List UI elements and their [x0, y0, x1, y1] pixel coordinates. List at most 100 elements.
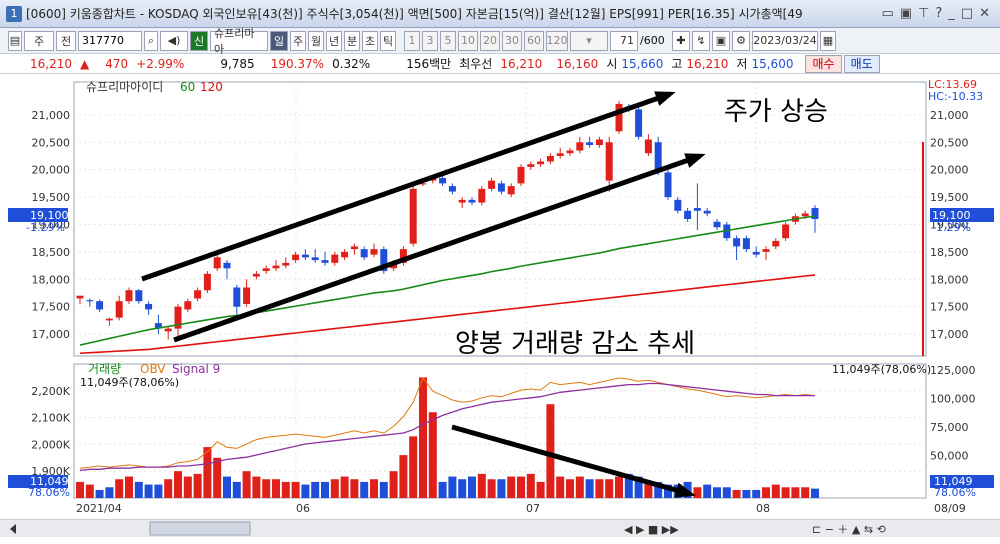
signal-line	[79, 382, 815, 472]
all-button[interactable]: 전	[56, 30, 76, 51]
y-tick-right: 20,000	[930, 164, 969, 177]
volume-bar	[654, 481, 663, 498]
price-change-pct: +2.99%	[136, 56, 185, 71]
obv-line	[79, 376, 816, 469]
candle	[733, 238, 741, 247]
stock-code-input[interactable]: 317770	[78, 30, 142, 51]
volume-bar	[272, 479, 280, 498]
price-change: 470	[105, 56, 129, 71]
candle	[811, 208, 819, 219]
chart-area[interactable]: 17,000 17,000 17,500 17,500 18,000 18,000 18,5…	[0, 74, 1000, 544]
restore-icon[interactable]: ▣	[899, 6, 913, 21]
calendar-icon[interactable]: ▦	[820, 30, 836, 51]
volume-bar	[144, 484, 153, 498]
pin-icon[interactable]: ⊤	[918, 6, 930, 21]
scroll-thumb[interactable]	[149, 521, 251, 536]
volume-bar	[713, 487, 721, 498]
total-count: /600	[640, 34, 665, 47]
volume-bar	[115, 479, 124, 498]
candle	[184, 301, 192, 310]
save-icon[interactable]: ▣	[712, 30, 730, 51]
price-volume-chart[interactable]: 17,000 17,000 17,500 17,500 18,000 18,000 18,5…	[0, 74, 1000, 519]
volume-bar	[232, 481, 241, 498]
horizontal-scrollbar[interactable]: ◀ ▶ ■ ▶▶ ⊏ − ＋ ▲ ⇆ ⟲	[0, 519, 1000, 537]
buy-button[interactable]: 매수	[805, 54, 842, 73]
candle	[105, 318, 113, 321]
volume-bar	[644, 481, 653, 498]
tab-month[interactable]: 월	[308, 30, 324, 51]
display-count-input[interactable]: 71	[610, 30, 638, 51]
ask-price: 16,210	[500, 56, 543, 71]
candle	[654, 142, 662, 173]
settings-icon[interactable]: ⚙	[732, 30, 750, 51]
candle	[243, 287, 251, 304]
annotation-volume-down: 양봉 거래량 감소 추세	[455, 329, 695, 359]
y-tick-right: 17,000	[930, 328, 969, 341]
mode-select[interactable]: 주	[24, 30, 54, 51]
volume-bar	[301, 484, 310, 498]
lc-label: LC:13.69	[928, 78, 977, 91]
minimize-icon[interactable]: ▭	[881, 6, 894, 21]
y-tick-right: 18,500	[930, 246, 969, 259]
sell-button[interactable]: 매도	[843, 54, 880, 73]
volume-pane	[73, 363, 927, 499]
candle	[76, 295, 84, 299]
tab-day[interactable]: 일	[270, 30, 288, 51]
candle	[399, 249, 407, 263]
volume-bar	[360, 481, 369, 498]
vol-tick-left: 2,000K	[31, 438, 70, 451]
volume-bar	[389, 471, 398, 498]
zoom-controls[interactable]: ⊏ − ＋ ▲ ⇆ ⟲	[812, 523, 886, 536]
help-icon[interactable]: ?	[935, 6, 943, 21]
volume-bar	[321, 481, 329, 498]
candle	[321, 260, 329, 263]
tab-week[interactable]: 주	[290, 30, 306, 51]
candle	[96, 301, 104, 310]
lower-trend-arrow	[173, 153, 701, 343]
scroll-left-icon[interactable]	[10, 524, 16, 534]
volume-top-right: 11,049주(78,06%)	[832, 363, 931, 376]
candle	[546, 155, 554, 162]
interval-20[interactable]: 20	[480, 30, 500, 51]
interval-30[interactable]: 30	[502, 30, 522, 51]
interval-60[interactable]: 60	[524, 30, 544, 51]
candle	[360, 249, 368, 258]
volume-tag-left-pct: 78.06%	[28, 486, 70, 499]
open-price: 15,660	[621, 56, 664, 71]
interval-120[interactable]: 120	[546, 30, 568, 51]
interval-3[interactable]: 3	[422, 30, 438, 51]
custom-interval-select[interactable]: ▾	[570, 30, 608, 51]
tab-year[interactable]: 년	[326, 30, 342, 51]
volume-bar	[664, 484, 672, 498]
tab-minute[interactable]: 분	[344, 30, 360, 51]
x-label-end: 08/09	[934, 502, 966, 515]
close-icon[interactable]: ✕	[979, 6, 990, 21]
window-minimize-icon[interactable]: _	[948, 6, 955, 21]
candle	[772, 240, 780, 247]
chart-title: 슈프리마아이디	[86, 80, 163, 94]
candle	[194, 290, 202, 299]
list-icon[interactable]: ▤	[8, 30, 22, 51]
search-icon[interactable]: ⌕	[144, 30, 158, 51]
indicator-icon[interactable]: ✚	[672, 30, 690, 51]
date-input[interactable]: 2023/03/24	[752, 30, 818, 51]
volume-bar	[350, 479, 359, 498]
volume-ratio: 190.37%	[270, 56, 325, 71]
vol-tick-left: 2,100K	[31, 412, 70, 425]
candle	[497, 183, 505, 192]
window-maximize-icon[interactable]: □	[960, 6, 974, 21]
interval-1[interactable]: 1	[404, 30, 420, 51]
obv-tick-right: 125,000	[930, 364, 976, 377]
credit-badge: 신	[190, 30, 208, 51]
interval-10[interactable]: 10	[458, 30, 478, 51]
tab-second[interactable]: 초	[362, 30, 378, 51]
tab-tick[interactable]: 틱	[380, 30, 396, 51]
y-tick-left: 20,500	[32, 136, 71, 149]
candle	[174, 306, 182, 329]
legend-obv: OBV	[140, 362, 166, 376]
playback-controls[interactable]: ◀ ▶ ■ ▶▶	[624, 523, 679, 536]
draw-icon[interactable]: ↯	[692, 30, 710, 51]
interval-5[interactable]: 5	[440, 30, 456, 51]
speaker-icon[interactable]: ◀)	[160, 30, 188, 51]
candle	[135, 290, 143, 302]
